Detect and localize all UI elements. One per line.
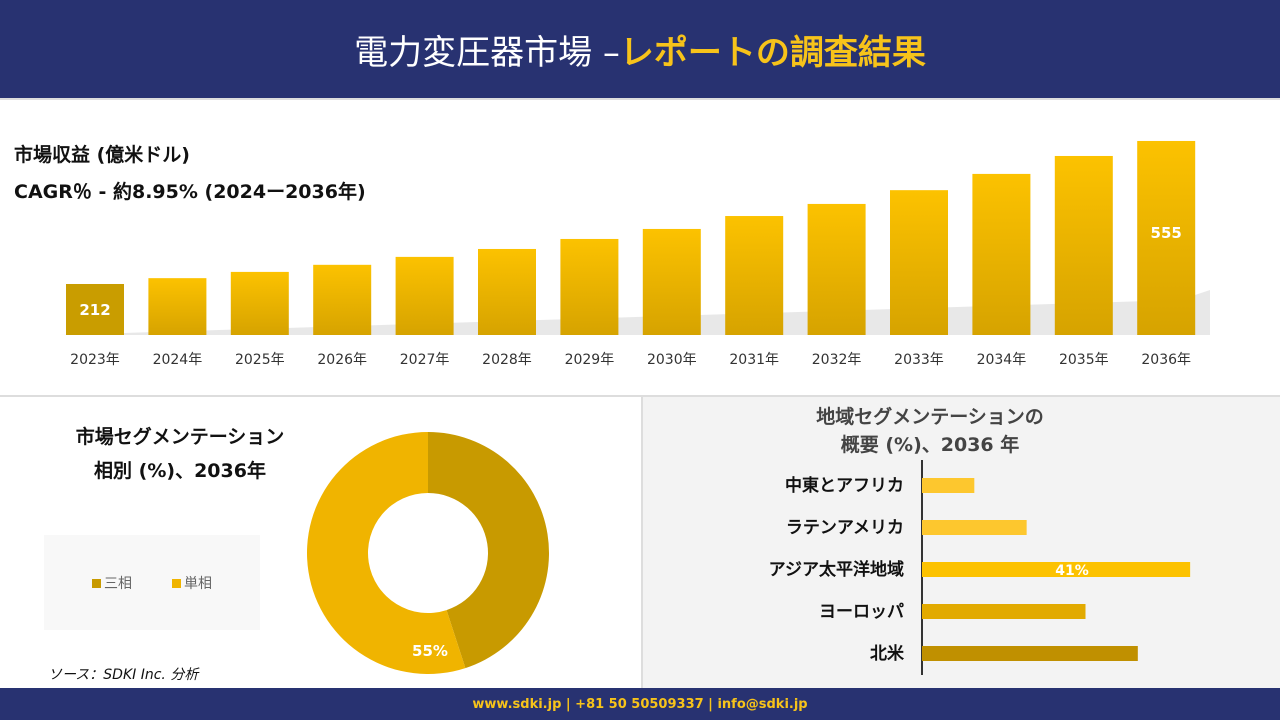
title-highlight: レポートの調査結果 xyxy=(619,32,926,73)
bar-2031年 xyxy=(725,216,784,335)
bar-2025年 xyxy=(230,271,289,335)
region-bar-ラテンアメリカ xyxy=(922,520,1027,535)
donut-data-label: 55% xyxy=(412,642,448,660)
source-note: ソース：SDKI Inc. 分析 xyxy=(48,667,199,683)
bar-2034年 xyxy=(972,173,1031,335)
x-tick-label: 2032年 xyxy=(812,352,862,368)
x-tick-label: 2027年 xyxy=(400,352,450,368)
x-tick-label: 2031年 xyxy=(729,352,779,368)
x-tick-label: 2030年 xyxy=(647,352,697,368)
x-tick-label: 2025年 xyxy=(235,352,285,368)
x-tick-label: 2029年 xyxy=(565,352,615,368)
bar-2036年 xyxy=(1137,140,1196,335)
region-bar-アジア太平洋地域 xyxy=(922,562,1191,577)
title-main: 電力変圧器市場 – xyxy=(354,32,620,73)
y-tick-label: アジア太平洋地域 xyxy=(769,559,904,580)
bar-2023年 xyxy=(66,283,124,335)
segment-title-line1: 市場セグメンテーション xyxy=(75,426,285,448)
x-tick-label: 2024年 xyxy=(153,352,203,368)
x-tick-label: 2026年 xyxy=(317,352,367,368)
donut-legend: 三相 単相 xyxy=(44,535,260,630)
legend-item-three-phase: 三相 xyxy=(92,573,132,593)
region-data-label: 41% xyxy=(1055,563,1089,579)
x-tick-label: 2034年 xyxy=(977,352,1027,368)
x-tick-label: 2023年 xyxy=(70,352,120,368)
region-panel xyxy=(641,397,1280,688)
x-tick-label: 2033年 xyxy=(894,352,944,368)
bar-2024年 xyxy=(148,278,207,335)
x-tick-label: 2028年 xyxy=(482,352,532,368)
y-tick-label: ヨーロッパ xyxy=(819,602,904,622)
region-bar-中東とアフリカ xyxy=(922,478,975,493)
bar-2029年 xyxy=(560,238,619,335)
cagr-label: CAGR％ - 約8.95% (2024ー2036年) xyxy=(14,181,366,203)
y-tick-label: 北米 xyxy=(870,643,905,664)
segment-title-line2: 相別 (%)、2036年 xyxy=(94,460,266,482)
x-tick-label: 2035年 xyxy=(1059,352,1109,368)
bar-2035年 xyxy=(1054,155,1113,335)
header: 電力変圧器市場 – レポートの調査結果 xyxy=(0,0,1280,100)
bar-2026年 xyxy=(313,264,372,335)
region-title: 地域セグメンテーションの 概要 (%)、2036 年 xyxy=(760,403,1100,459)
revenue-bar-chart: 2023年 212 2024年 2025年 2026年 2027年 2028年 2029年 20… xyxy=(60,140,1210,368)
bar-data-label: 555 xyxy=(1151,224,1182,242)
region-bar-ヨーロッパ xyxy=(922,604,1086,619)
segment-donut-chart: 55% xyxy=(306,432,549,674)
bar-2027年 xyxy=(395,256,454,335)
legend-item-single-phase: 単相 xyxy=(172,573,212,593)
revenue-label: 市場収益 (億米ドル) xyxy=(14,144,190,166)
bar-data-label: 212 xyxy=(79,301,110,319)
region-title-line1: 地域セグメンテーションの xyxy=(816,406,1044,428)
donut-slice-三相 xyxy=(428,432,549,669)
footer-contact: www.sdki.jp | +81 50 50509337 | info@sdk… xyxy=(0,688,1280,720)
bar-2033年 xyxy=(890,190,948,335)
divider xyxy=(0,395,1280,397)
bar-2030年 xyxy=(642,228,701,335)
donut-slice-単相 xyxy=(306,432,466,674)
y-tick-label: ラテンアメリカ xyxy=(786,518,904,538)
bar-2028年 xyxy=(478,248,536,335)
bar-2032年 xyxy=(807,203,866,335)
x-tick-label: 2036年 xyxy=(1141,352,1191,368)
region-bar-北米 xyxy=(922,646,1138,661)
segment-title: 市場セグメンテーション 相別 (%)、2036年 xyxy=(30,420,330,488)
region-title-line2: 概要 (%)、2036 年 xyxy=(840,434,1020,456)
y-tick-label: 中東とアフリカ xyxy=(785,475,904,496)
